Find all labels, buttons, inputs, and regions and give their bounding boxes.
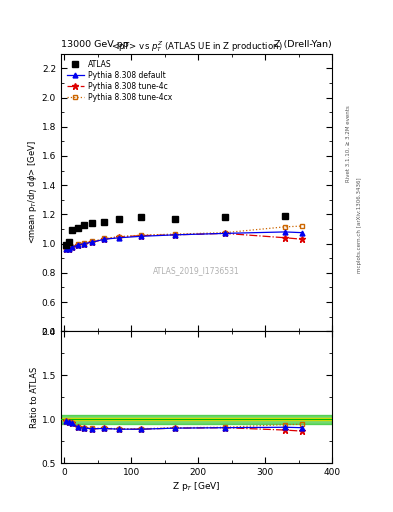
Pythia 8.308 tune-4c bbox=[283, 234, 288, 241]
Pythia 8.308 default bbox=[75, 242, 80, 248]
Pythia 8.308 tune-4c bbox=[82, 241, 87, 247]
Pythia 8.308 default bbox=[102, 236, 107, 242]
Pythia 8.308 tune-4cx bbox=[117, 233, 121, 240]
Title: <pT> vs $p_T^Z$ (ATLAS UE in Z production): <pT> vs $p_T^Z$ (ATLAS UE in Z productio… bbox=[111, 39, 282, 54]
Pythia 8.308 tune-4c bbox=[64, 246, 68, 252]
Pythia 8.308 tune-4c bbox=[66, 246, 71, 252]
Pythia 8.308 tune-4cx bbox=[102, 236, 107, 242]
Pythia 8.308 tune-4c bbox=[90, 239, 95, 245]
Bar bbox=[61, 415, 332, 424]
Y-axis label: Ratio to ATLAS: Ratio to ATLAS bbox=[30, 367, 39, 428]
Line: ATLAS: ATLAS bbox=[63, 213, 288, 248]
ATLAS bbox=[82, 222, 87, 228]
Pythia 8.308 tune-4cx bbox=[66, 246, 71, 252]
Pythia 8.308 default bbox=[64, 246, 68, 252]
ATLAS bbox=[90, 220, 95, 226]
Pythia 8.308 tune-4c bbox=[70, 244, 75, 250]
Pythia 8.308 tune-4cx bbox=[90, 239, 95, 245]
Pythia 8.308 tune-4c bbox=[222, 230, 227, 237]
ATLAS bbox=[66, 239, 71, 245]
Pythia 8.308 tune-4cx bbox=[75, 241, 80, 247]
Pythia 8.308 tune-4cx bbox=[299, 223, 304, 229]
Pythia 8.308 default bbox=[66, 246, 71, 252]
Pythia 8.308 default bbox=[283, 229, 288, 235]
Line: Pythia 8.308 default: Pythia 8.308 default bbox=[64, 229, 305, 252]
X-axis label: Z p$_T$ [GeV]: Z p$_T$ [GeV] bbox=[172, 480, 221, 493]
ATLAS bbox=[283, 213, 288, 219]
Pythia 8.308 default bbox=[82, 241, 87, 247]
Pythia 8.308 tune-4cx bbox=[139, 232, 143, 238]
Pythia 8.308 tune-4c bbox=[139, 232, 143, 239]
ATLAS bbox=[139, 214, 143, 220]
Pythia 8.308 tune-4cx bbox=[82, 240, 87, 246]
Text: Z (Drell-Yan): Z (Drell-Yan) bbox=[274, 39, 332, 49]
Text: ATLAS_2019_I1736531: ATLAS_2019_I1736531 bbox=[153, 266, 240, 274]
ATLAS bbox=[222, 214, 227, 220]
Text: mcplots.cern.ch [arXiv:1306.3436]: mcplots.cern.ch [arXiv:1306.3436] bbox=[357, 178, 362, 273]
Pythia 8.308 default bbox=[139, 233, 143, 240]
Bar bbox=[61, 418, 332, 420]
Pythia 8.308 tune-4c bbox=[75, 242, 80, 248]
Pythia 8.308 tune-4cx bbox=[222, 229, 227, 236]
ATLAS bbox=[64, 242, 68, 248]
Pythia 8.308 default bbox=[299, 229, 304, 236]
Pythia 8.308 tune-4cx bbox=[283, 224, 288, 230]
Legend: ATLAS, Pythia 8.308 default, Pythia 8.308 tune-4c, Pythia 8.308 tune-4cx: ATLAS, Pythia 8.308 default, Pythia 8.30… bbox=[64, 57, 175, 104]
Pythia 8.308 default bbox=[70, 244, 75, 250]
Pythia 8.308 tune-4cx bbox=[70, 244, 75, 250]
Pythia 8.308 default bbox=[173, 232, 177, 238]
Pythia 8.308 tune-4c bbox=[299, 236, 304, 242]
Pythia 8.308 default bbox=[90, 239, 95, 245]
ATLAS bbox=[102, 219, 107, 225]
Pythia 8.308 tune-4c bbox=[117, 234, 121, 240]
Pythia 8.308 default bbox=[117, 234, 121, 241]
Text: 13000 GeV pp: 13000 GeV pp bbox=[61, 39, 129, 49]
Y-axis label: <mean p$_T$/d$\eta$ d$\phi$> [GeV]: <mean p$_T$/d$\eta$ d$\phi$> [GeV] bbox=[26, 141, 39, 244]
ATLAS bbox=[117, 216, 121, 222]
Line: Pythia 8.308 tune-4cx: Pythia 8.308 tune-4cx bbox=[64, 224, 305, 251]
Pythia 8.308 tune-4cx bbox=[64, 246, 68, 252]
Pythia 8.308 tune-4c bbox=[173, 232, 177, 238]
Pythia 8.308 default bbox=[222, 230, 227, 237]
Pythia 8.308 tune-4cx bbox=[173, 231, 177, 237]
ATLAS bbox=[75, 224, 80, 230]
ATLAS bbox=[173, 216, 177, 222]
Text: Rivet 3.1.10, ≥ 3.2M events: Rivet 3.1.10, ≥ 3.2M events bbox=[345, 105, 350, 182]
ATLAS bbox=[70, 227, 75, 233]
Line: Pythia 8.308 tune-4c: Pythia 8.308 tune-4c bbox=[63, 230, 305, 252]
Pythia 8.308 tune-4c bbox=[102, 236, 107, 242]
